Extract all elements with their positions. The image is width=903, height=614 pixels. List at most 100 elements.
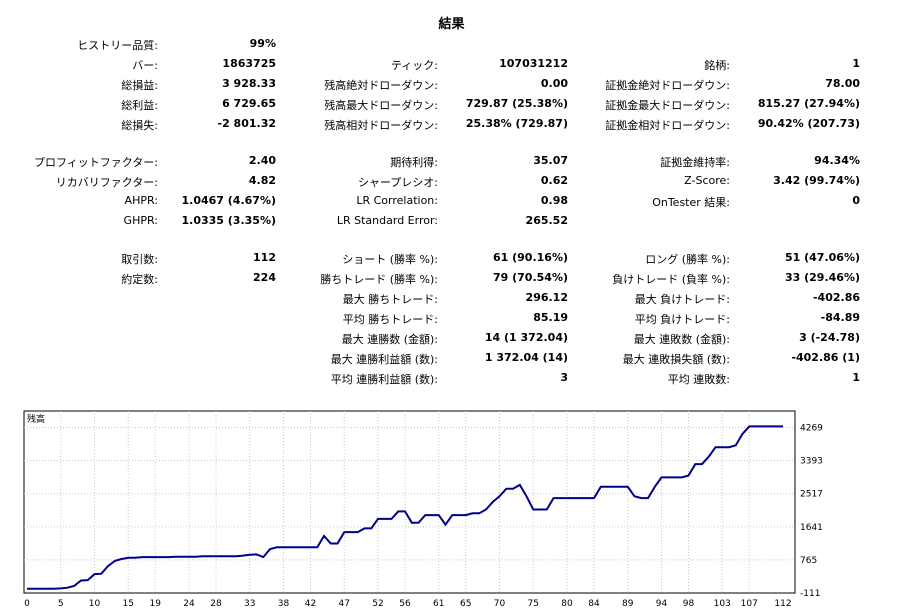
stat-value: -402.86 <box>812 291 860 304</box>
stat-label: 証拠金相対ドローダウン: <box>605 119 730 132</box>
stat-value: 3.42 (99.74%) <box>773 174 860 187</box>
stat-label: ティック: <box>390 59 438 72</box>
stat-label: 期待利得: <box>390 156 438 169</box>
stat-value: 729.87 (25.38%) <box>465 97 568 110</box>
y-tick-label: -111 <box>800 589 820 599</box>
stat-value: 0.98 <box>540 194 568 207</box>
x-tick-label: 10 <box>89 599 101 609</box>
x-tick-label: 89 <box>622 599 634 609</box>
x-tick-label: 15 <box>123 599 134 609</box>
stat-label: 最大 連敗損失額 (数): <box>622 353 730 366</box>
stat-label: 最大 勝ちトレード: <box>342 293 438 306</box>
y-tick-label: 765 <box>800 556 817 566</box>
stat-label: 取引数: <box>121 253 158 266</box>
stat-value: 0.00 <box>540 77 568 90</box>
x-tick-label: 75 <box>528 599 539 609</box>
x-tick-label: 103 <box>714 599 731 609</box>
stat-label: 証拠金絶対ドローダウン: <box>605 79 730 92</box>
stat-label: 総損益: <box>121 79 158 92</box>
stat-label: 総損失: <box>121 119 158 132</box>
x-tick-label: 56 <box>399 599 411 609</box>
x-tick-label: 28 <box>210 599 222 609</box>
stat-value: 0.62 <box>540 174 568 187</box>
stat-label: 最大 連勝利益額 (数): <box>330 353 438 366</box>
x-tick-label: 0 <box>24 599 30 609</box>
report-title: 結果 <box>438 17 465 32</box>
x-tick-label: 65 <box>460 599 471 609</box>
stat-value: 815.27 (27.94%) <box>757 97 860 110</box>
x-tick-label: 94 <box>656 599 668 609</box>
x-tick-label: 47 <box>339 599 350 609</box>
stat-value: 1.0467 (4.67%) <box>181 194 277 207</box>
stat-value: 6 729.65 <box>222 97 276 110</box>
stat-label: LR Correlation: <box>356 194 438 207</box>
stat-label: 平均 勝ちトレード: <box>342 313 438 326</box>
stat-label: 総利益: <box>121 99 158 112</box>
y-tick-label: 4269 <box>800 424 823 434</box>
stat-value: 90.42% (207.73) <box>757 117 860 130</box>
stat-value: 14 (1 372.04) <box>484 331 568 344</box>
stat-label: Z-Score: <box>684 174 730 187</box>
stat-value: 265.52 <box>525 214 568 227</box>
x-tick-label: 84 <box>588 599 600 609</box>
stat-value: 4.82 <box>248 174 276 187</box>
stat-value: 79 (70.54%) <box>492 271 568 284</box>
stat-value: 112 <box>253 251 276 264</box>
chart-grid <box>24 411 795 593</box>
stat-label: 銘柄: <box>704 59 730 72</box>
stat-label: OnTester 結果: <box>652 196 730 209</box>
x-axis: 0 5 10 15 19 24 28 33 38 42 47 52 56 61 65 70 75 80 84 89 94… <box>24 599 791 609</box>
stat-value: 35.07 <box>533 154 568 167</box>
x-tick-label: 80 <box>561 599 573 609</box>
stat-value: 1863725 <box>222 57 276 70</box>
y-tick-label: 2517 <box>800 490 823 500</box>
stat-label: 約定数: <box>121 273 158 286</box>
stat-label: 最大 連敗数 (金額): <box>633 333 730 346</box>
y-axis: -111 765 1641 2517 3393 4269 <box>800 424 823 599</box>
stat-value: 0 <box>852 194 860 207</box>
x-tick-label: 19 <box>150 599 162 609</box>
stat-label: 最大 負けトレード: <box>634 293 730 306</box>
stat-label: 証拠金維持率: <box>660 156 730 169</box>
stat-label: 平均 連勝利益額 (数): <box>330 373 438 386</box>
stat-value: 85.19 <box>533 311 568 324</box>
stat-value: 25.38% (729.87) <box>465 117 568 130</box>
stat-label: 平均 負けトレード: <box>634 313 730 326</box>
x-tick-label: 24 <box>183 599 195 609</box>
stat-label: 平均 連敗数: <box>667 373 730 386</box>
stat-value: -402.86 (1) <box>791 351 860 364</box>
stat-value: 94.34% <box>814 154 860 167</box>
x-tick-label: 98 <box>683 599 695 609</box>
x-tick-label: 61 <box>433 599 444 609</box>
chart-title: 残高 <box>27 413 45 425</box>
stat-value: 3 (-24.78) <box>799 331 860 344</box>
stat-label: 残高相対ドローダウン: <box>324 119 438 132</box>
stat-value: 1 <box>852 57 860 70</box>
stat-label: バー: <box>132 59 158 72</box>
stat-label: ショート (勝率 %): <box>342 253 438 266</box>
stat-value: 1 <box>852 371 860 384</box>
x-tick-label: 38 <box>278 599 290 609</box>
stat-label: シャープレシオ: <box>357 176 438 189</box>
stat-value: -2 801.32 <box>217 117 277 130</box>
stat-value: 3 <box>560 371 568 384</box>
stat-value: 99% <box>249 37 276 50</box>
stat-label: プロフィットファクター: <box>33 156 158 169</box>
x-tick-label: 112 <box>774 599 791 609</box>
stat-value: -84.89 <box>820 311 860 324</box>
x-tick-label: 52 <box>372 599 383 609</box>
x-tick-label: 70 <box>494 599 506 609</box>
stat-label: 勝ちトレード (勝率 %): <box>320 273 438 286</box>
stat-value: 2.40 <box>248 154 276 167</box>
chart-plot-area <box>23 410 796 594</box>
stat-value: 1 372.04 (14) <box>484 351 568 364</box>
stat-value: 78.00 <box>825 77 860 90</box>
stat-label: AHPR: <box>124 194 158 207</box>
stat-label: ロング (勝率 %): <box>645 253 730 266</box>
stat-label: 残高絶対ドローダウン: <box>324 79 438 92</box>
stat-label: 残高最大ドローダウン: <box>324 99 438 112</box>
stat-label: GHPR: <box>123 214 158 227</box>
stat-value: 33 (29.46%) <box>784 271 860 284</box>
stat-value: 107031212 <box>499 57 568 70</box>
stat-label: ヒストリー品質: <box>77 39 158 52</box>
